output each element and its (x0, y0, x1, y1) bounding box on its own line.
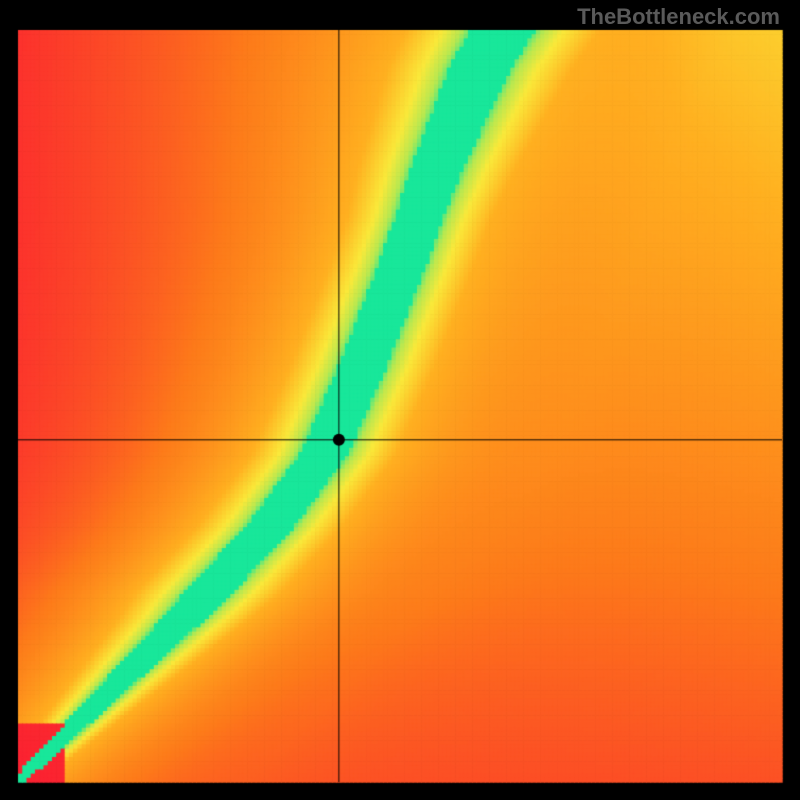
watermark-text: TheBottleneck.com (577, 4, 780, 30)
heatmap-container (0, 0, 800, 800)
heatmap-canvas (0, 0, 800, 800)
